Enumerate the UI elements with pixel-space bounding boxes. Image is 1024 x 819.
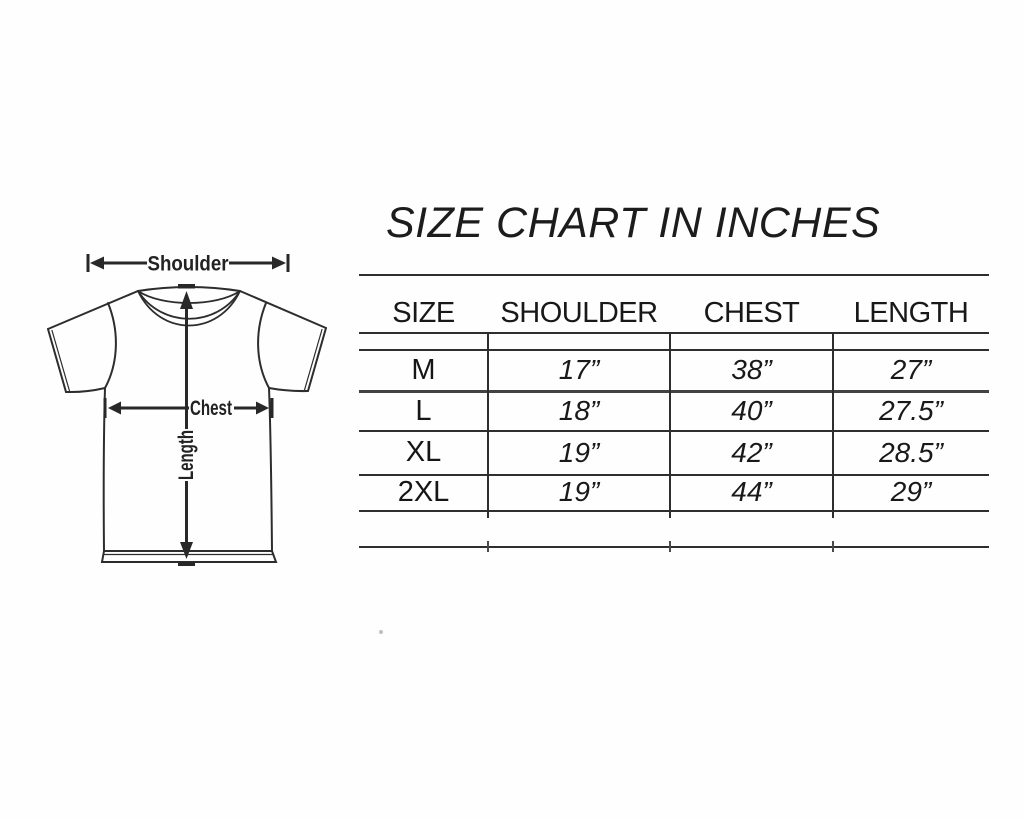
cell-2xl-shoulder: 19” [558,476,600,507]
sleeve-bottom-right [268,387,309,393]
table-rule-2xl-bottom [359,510,989,512]
cell-2xl-chest: 44” [731,476,772,507]
chest-arrowhead-right [256,401,269,415]
table-row-m: M 17” 38” 27” [359,350,989,390]
length-arrow [178,284,195,566]
cell-m-size: M [411,353,436,386]
chest-arrowhead-left [108,401,121,415]
sleeve-cuff-left-stitch [51,329,71,392]
cell-2xl-size: 2XL [397,475,450,508]
cell-2xl-length: 29” [890,476,932,507]
armhole-right [257,302,270,389]
cell-xl-size: XL [405,436,442,468]
table-rule-top [359,274,989,276]
collar-band-curve [137,290,241,320]
table-rule-xl-2xl [359,474,989,476]
sleeve-cuff-right [307,327,327,392]
footer-rule-tick-2 [669,541,671,552]
tshirt-measurement-diagram: Shoulder Length Chest [47,253,327,566]
length-arrowhead-bottom [180,542,193,559]
cell-m-shoulder: 17” [558,354,600,385]
cell-l-length: 27.5” [879,395,943,426]
sleeve-cuff-left [47,328,67,393]
chest-label: Chest [190,397,232,420]
shoulder-arrowhead-left [90,256,104,270]
header-length: LENGTH [853,296,969,329]
footer-rule-tick-3 [832,541,834,552]
header-chest: CHEST [703,296,800,329]
cell-l-chest: 40” [731,395,772,426]
chest-arrow [103,398,274,418]
length-label: Length [175,430,198,480]
header-size: SIZE [392,296,455,329]
sleeve-cuff-right-stitch [303,328,323,391]
cell-xl-length: 28.5” [879,436,943,468]
footer-rule-tick-1 [487,541,489,552]
cell-m-chest: 38” [731,354,772,385]
shoulder-arrow [86,254,290,272]
table-rule-footer [359,546,989,548]
cell-l-shoulder: 18” [558,395,600,426]
artifact-dot [379,630,383,634]
collar-outer-curve [137,290,241,327]
table-col-separator-3 [832,332,834,518]
header-shoulder: SHOULDER [500,296,658,329]
table-rule-l-xl [359,430,989,432]
table-row-2xl: 2XL 19” 44” 29” [359,475,989,509]
hem-bottom-edge [100,550,278,563]
sleeve-bottom-left [65,387,106,394]
cell-l-size: L [415,394,432,427]
table-row-xl: XL 19” 42” 28.5” [359,432,989,473]
table-rule-m-l [359,390,989,393]
table-col-separator-1 [487,332,489,518]
table-row-l: L 18” 40” 27.5” [359,392,989,430]
shoulder-label: Shoulder [148,253,229,276]
length-arrow-cap-bottom [178,562,195,566]
chart-title: SIZE CHART IN INCHES [386,199,881,247]
length-arrow-cap-top [178,284,195,289]
body-side-right [268,387,273,552]
shoulder-seam-right [239,290,327,329]
cell-xl-shoulder: 19” [558,436,600,468]
shoulder-arrowhead-right [272,256,286,270]
table-rule-header-bottom [359,332,989,334]
shoulder-seam-left [47,290,139,330]
table-col-separator-2 [669,332,671,518]
cell-m-length: 27” [890,354,932,385]
length-arrowhead-top [180,291,193,309]
cell-xl-chest: 42” [731,436,772,468]
armhole-left [104,302,117,389]
table-rule-subheader [359,349,989,351]
table-header-row: SIZE SHOULDER CHEST LENGTH [359,291,989,335]
